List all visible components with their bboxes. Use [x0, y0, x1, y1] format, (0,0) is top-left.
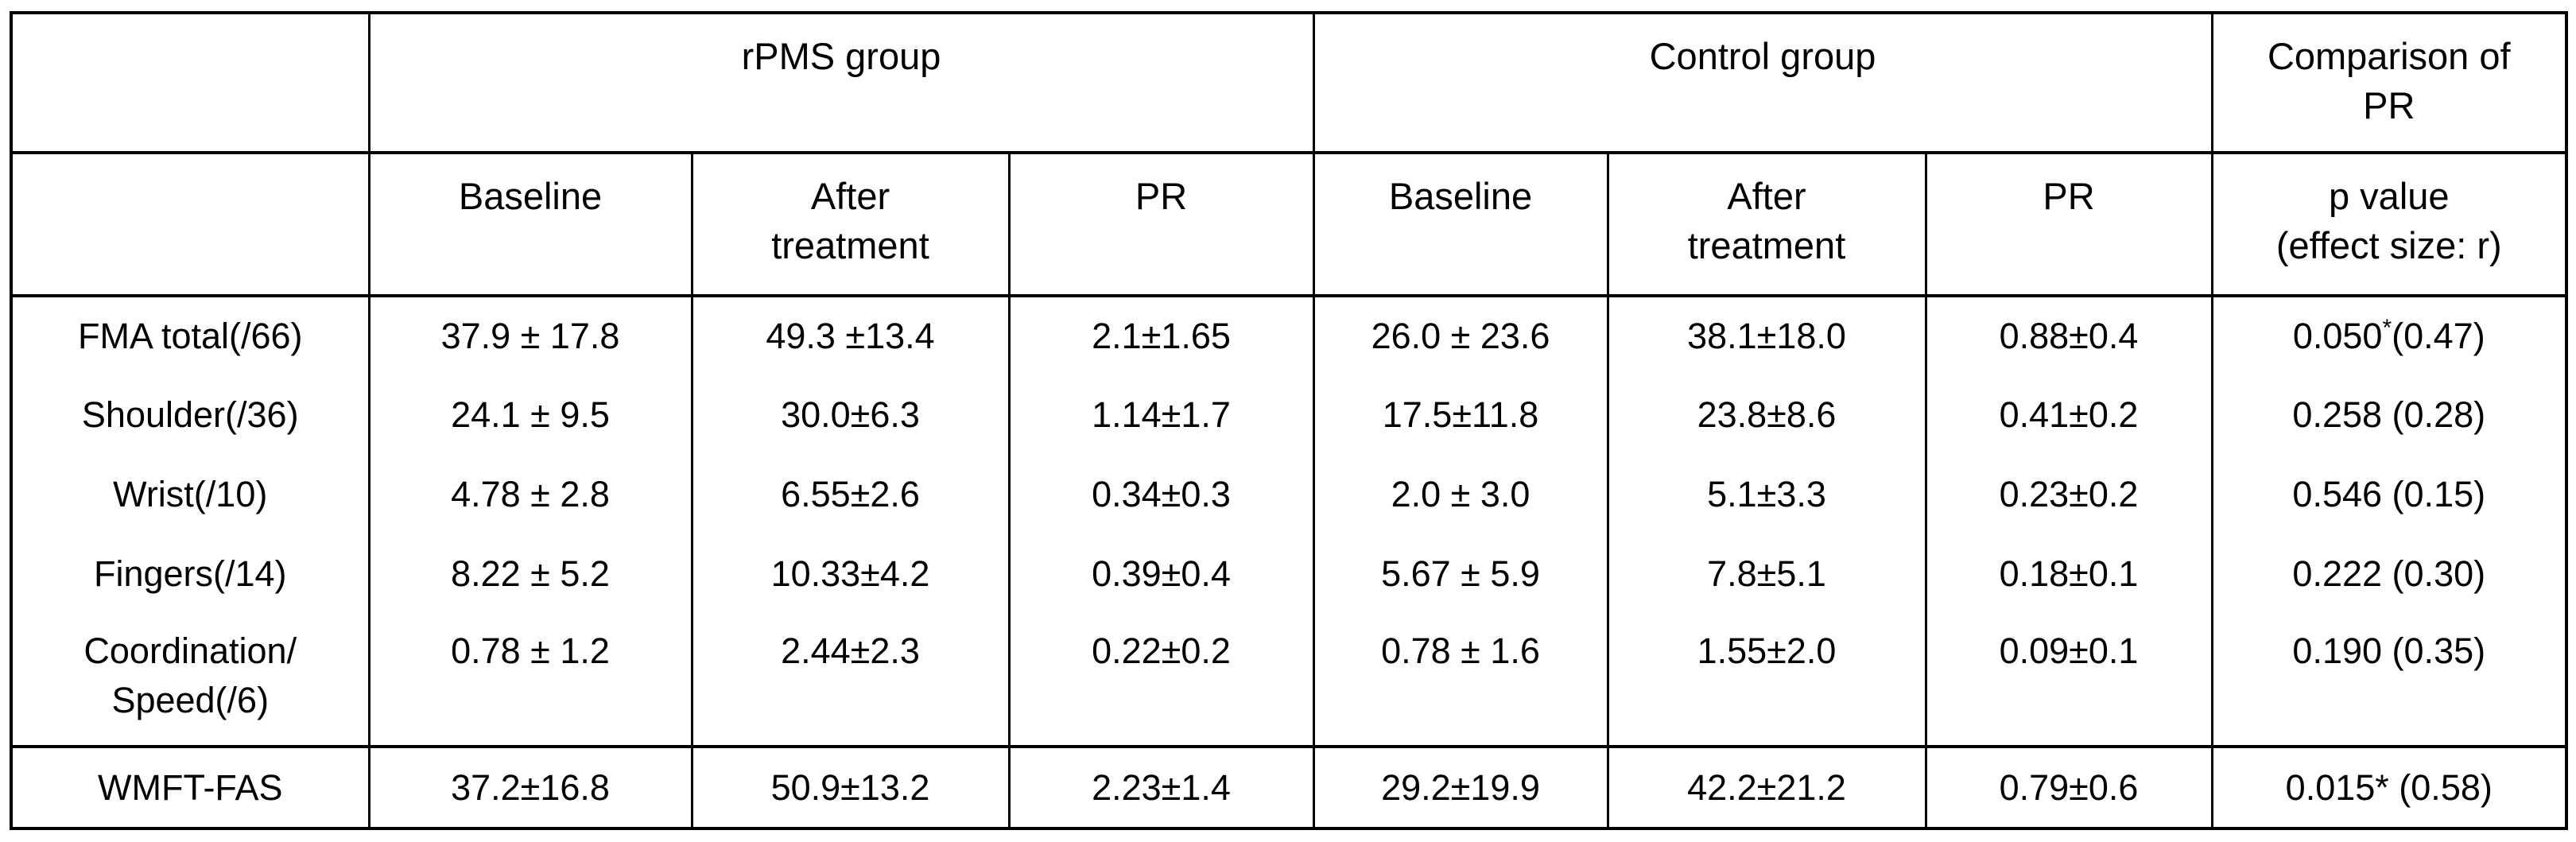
p-value-cell: 0.050*(0.47) [2210, 296, 2568, 375]
value-cell: 29.2±19.9 [1312, 745, 1609, 828]
table-row-wmft-fas: WMFT-FAS 37.2±16.8 50.9±13.2 2.23±1.4 29… [10, 745, 2568, 828]
sub-header-row: Baseline After treatment PR Baseline Aft… [10, 153, 2568, 297]
value-cell: 0.09±0.1 [1924, 614, 2213, 747]
value-cell: 2.1±1.65 [1007, 296, 1315, 375]
value-cell: 7.8±5.1 [1606, 534, 1927, 614]
subheader-control-pr: PR [1924, 153, 2213, 297]
group-header-comparison: Comparison of PR [2210, 13, 2568, 154]
value-cell: 0.39±0.4 [1007, 534, 1315, 614]
p-value-cell: 0.222 (0.30) [2210, 534, 2568, 614]
value-cell: 6.55±2.6 [690, 455, 1011, 534]
value-cell: 30.0±6.3 [690, 375, 1011, 455]
results-table: rPMS group Control group Comparison of P… [10, 11, 2569, 830]
value-cell: 5.67 ± 5.9 [1312, 534, 1609, 614]
value-cell: 2.44±2.3 [690, 614, 1011, 747]
value-cell: 26.0 ± 23.6 [1312, 296, 1609, 375]
table-row-fingers: Fingers(/14) 8.22 ± 5.2 10.33±4.2 0.39±0… [10, 534, 2568, 614]
value-cell: 0.78 ± 1.2 [367, 614, 693, 747]
table-row-coordination-speed: Coordination/ Speed(/6) 0.78 ± 1.2 2.44±… [10, 614, 2568, 747]
value-cell: 10.33±4.2 [690, 534, 1011, 614]
value-cell: 23.8±8.6 [1606, 375, 1927, 455]
value-cell: 0.18±0.1 [1924, 534, 2213, 614]
value-cell: 0.34±0.3 [1007, 455, 1315, 534]
value-cell: 50.9±13.2 [690, 745, 1011, 828]
row-label: FMA total(/66) [10, 296, 370, 375]
p-value-cell: 0.258 (0.28) [2210, 375, 2568, 455]
value-cell: 4.78 ± 2.8 [367, 455, 693, 534]
table-row-wrist: Wrist(/10) 4.78 ± 2.8 6.55±2.6 0.34±0.3 … [10, 455, 2568, 534]
value-cell: 2.0 ± 3.0 [1312, 455, 1609, 534]
subheader-p-value: p value (effect size: r) [2210, 153, 2568, 297]
row-label: Coordination/ Speed(/6) [10, 614, 370, 747]
value-cell: 17.5±11.8 [1312, 375, 1609, 455]
row-label: Shoulder(/36) [10, 375, 370, 455]
table-row-shoulder: Shoulder(/36) 24.1 ± 9.5 30.0±6.3 1.14±1… [10, 375, 2568, 455]
subheader-rpms-baseline: Baseline [367, 153, 693, 297]
value-cell: 42.2±21.2 [1606, 745, 1927, 828]
value-cell: 37.2±16.8 [367, 745, 693, 828]
group-header-rpms: rPMS group [367, 13, 1315, 154]
value-cell: 0.41±0.2 [1924, 375, 2213, 455]
subheader-control-baseline: Baseline [1312, 153, 1609, 297]
p-value-cell: 0.015* (0.58) [2210, 745, 2568, 828]
p-value-cell: 0.546 (0.15) [2210, 455, 2568, 534]
value-cell: 0.79±0.6 [1924, 745, 2213, 828]
value-cell: 24.1 ± 9.5 [367, 375, 693, 455]
group-header-row: rPMS group Control group Comparison of P… [10, 13, 2568, 154]
value-cell: 1.55±2.0 [1606, 614, 1927, 747]
corner-cell-top [10, 13, 370, 154]
value-cell: 2.23±1.4 [1007, 745, 1315, 828]
corner-cell-sub [10, 153, 370, 297]
value-cell: 5.1±3.3 [1606, 455, 1927, 534]
group-header-control: Control group [1312, 13, 2213, 154]
table-row-fma-total: FMA total(/66) 37.9 ± 17.8 49.3 ±13.4 2.… [10, 296, 2568, 375]
subheader-rpms-after: After treatment [690, 153, 1011, 297]
subheader-rpms-pr: PR [1007, 153, 1315, 297]
subheader-control-after: After treatment [1606, 153, 1927, 297]
value-cell: 38.1±18.0 [1606, 296, 1927, 375]
row-label: WMFT-FAS [10, 745, 370, 828]
value-cell: 0.88±0.4 [1924, 296, 2213, 375]
value-cell: 37.9 ± 17.8 [367, 296, 693, 375]
row-label: Wrist(/10) [10, 455, 370, 534]
value-cell: 1.14±1.7 [1007, 375, 1315, 455]
p-value-cell: 0.190 (0.35) [2210, 614, 2568, 747]
significance-asterisk: * [2382, 315, 2392, 341]
row-label: Fingers(/14) [10, 534, 370, 614]
value-cell: 0.78 ± 1.6 [1312, 614, 1609, 747]
value-cell: 0.23±0.2 [1924, 455, 2213, 534]
value-cell: 8.22 ± 5.2 [367, 534, 693, 614]
value-cell: 0.22±0.2 [1007, 614, 1315, 747]
value-cell: 49.3 ±13.4 [690, 296, 1011, 375]
